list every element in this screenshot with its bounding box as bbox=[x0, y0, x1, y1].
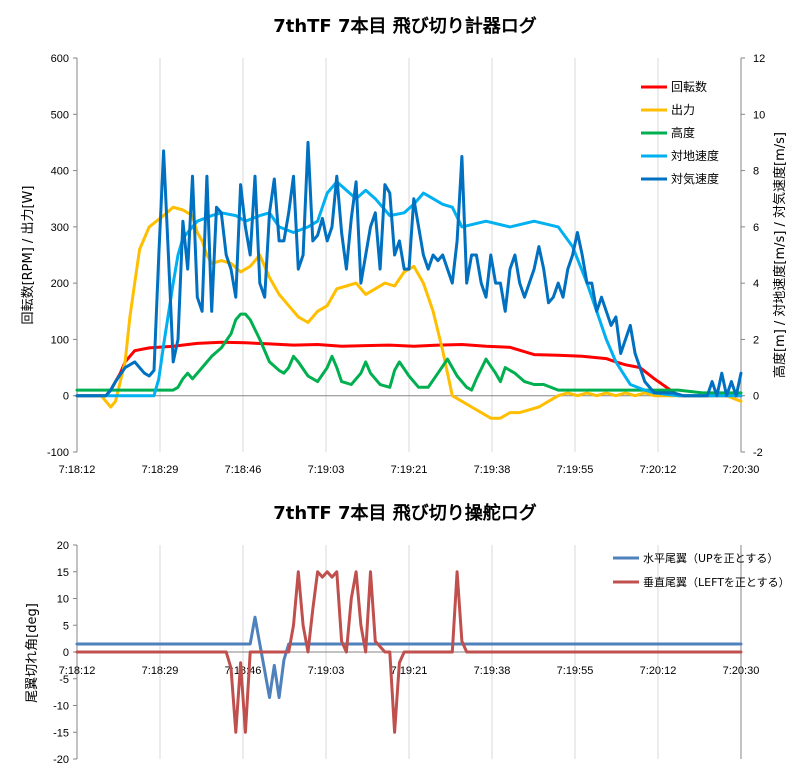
c1-y2-tick-label: 6 bbox=[753, 222, 759, 234]
c1-y2-tick-label: -2 bbox=[753, 447, 763, 459]
c2-y-tick-label: -15 bbox=[53, 727, 69, 739]
c1-y-tick-label: -100 bbox=[47, 447, 69, 459]
c1-legend-label: 高度 bbox=[671, 125, 695, 140]
chart2-title: 7thTF 7本目 飛び切り操舵ログ bbox=[273, 502, 537, 524]
c1-y2-tick-label: 12 bbox=[753, 53, 765, 65]
c2-y-tick-label: -10 bbox=[53, 701, 69, 713]
c2-y-tick-label: 0 bbox=[63, 647, 69, 659]
c2-series-line-0 bbox=[75, 615, 743, 699]
c2-x-tick-label: 7:19:38 bbox=[474, 665, 511, 677]
c2-y-tick-label: 15 bbox=[57, 567, 69, 579]
chart1-series bbox=[75, 140, 743, 420]
c1-y2-tick-label: 4 bbox=[753, 278, 759, 290]
chart2-series bbox=[75, 570, 743, 734]
c1-y-tick-label: 0 bbox=[63, 391, 69, 403]
c2-y-tick-label: 5 bbox=[63, 620, 69, 632]
chart2-legend: 水平尾翼（UPを正とする） 垂直尾翼（LEFTを正とする） bbox=[613, 552, 790, 589]
c2-series-line-1 bbox=[75, 570, 743, 734]
chart1-tick-labels: 7:18:12 7:18:29 7:18:46 7:19:03 7:19:21 7:19:… bbox=[47, 53, 765, 476]
chart2-tick-labels: 7:18:12 7:18:29 7:18:46 7:19:03 7:19:21 7:19:… bbox=[53, 540, 759, 766]
chart1-title: 7thTF 7本目 飛び切り計器ログ bbox=[273, 15, 537, 37]
c1-series-line-1 bbox=[75, 205, 743, 420]
c2-y-tick-label: 20 bbox=[57, 540, 69, 552]
c1-legend-label: 回転数 bbox=[671, 79, 707, 94]
c2-x-tick-label: 7:20:12 bbox=[640, 665, 677, 677]
c2-y-tick-label: -5 bbox=[59, 674, 69, 686]
c1-x-tick-label: 7:18:12 bbox=[59, 464, 96, 476]
c1-legend-label: 対地速度 bbox=[671, 148, 719, 163]
c1-x-tick-label: 7:18:46 bbox=[225, 464, 262, 476]
c1-x-tick-label: 7:19:38 bbox=[474, 464, 511, 476]
c1-y-tick-label: 100 bbox=[51, 334, 69, 346]
chart1-y2-axis-label: 高度[m] / 対地速度[m/s] / 対気速度[m/s] bbox=[772, 132, 788, 378]
chart2-y-axis-label: 尾翼切れ角[deg] bbox=[25, 603, 40, 703]
c1-legend-label: 対気速度 bbox=[671, 171, 719, 186]
c1-x-tick-label: 7:19:55 bbox=[557, 464, 594, 476]
c2-x-tick-label: 7:18:12 bbox=[59, 665, 96, 677]
c1-y-tick-label: 300 bbox=[51, 222, 69, 234]
c2-x-tick-label: 7:18:46 bbox=[225, 665, 262, 677]
c1-y-tick-label: 500 bbox=[51, 109, 69, 121]
c2-y-tick-label: 10 bbox=[57, 594, 69, 606]
c1-y-tick-label: 400 bbox=[51, 166, 69, 178]
c1-x-tick-label: 7:20:12 bbox=[640, 464, 677, 476]
c2-y-tick-label: -20 bbox=[53, 754, 69, 766]
c1-x-tick-label: 7:19:21 bbox=[391, 464, 428, 476]
c1-x-tick-label: 7:19:03 bbox=[308, 464, 345, 476]
c1-legend-label: 出力 bbox=[671, 103, 695, 117]
chart1-y-axis-label: 回転数[RPM] / 出力[W] bbox=[21, 186, 36, 325]
c1-y-tick-label: 200 bbox=[51, 278, 69, 290]
c1-x-tick-label: 7:20:30 bbox=[723, 464, 760, 476]
c1-y-tick-label: 600 bbox=[51, 53, 69, 65]
c2-x-tick-label: 7:18:29 bbox=[142, 665, 179, 677]
c2-legend-label: 垂直尾翼（LEFTを正とする） bbox=[643, 575, 790, 589]
c2-legend-label: 水平尾翼（UPを正とする） bbox=[643, 552, 778, 565]
c2-x-tick-label: 7:19:55 bbox=[557, 665, 594, 677]
c1-y2-tick-label: 0 bbox=[753, 391, 759, 403]
c2-x-tick-label: 7:20:30 bbox=[723, 665, 760, 677]
c2-x-tick-label: 7:19:03 bbox=[308, 665, 345, 677]
c1-series-line-2 bbox=[75, 312, 743, 395]
c1-y2-tick-label: 2 bbox=[753, 334, 759, 346]
c2-x-tick-label: 7:19:21 bbox=[391, 665, 428, 677]
c1-x-tick-label: 7:18:29 bbox=[142, 464, 179, 476]
c1-y2-tick-label: 10 bbox=[753, 109, 765, 121]
c1-series-line-4 bbox=[75, 140, 743, 398]
c1-y2-tick-label: 8 bbox=[753, 166, 759, 178]
